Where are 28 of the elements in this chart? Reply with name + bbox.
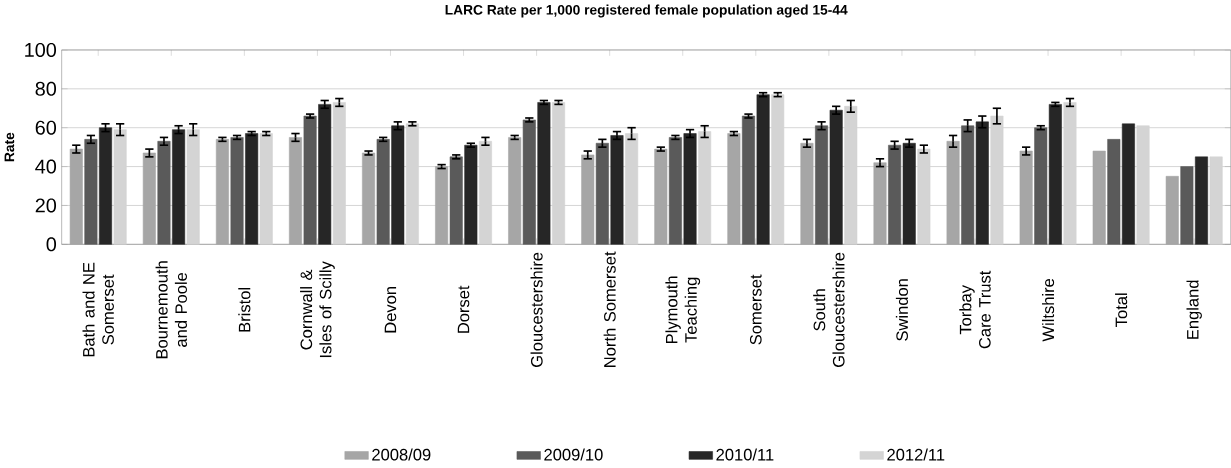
legend-label: 2010/11 bbox=[716, 448, 774, 461]
x-tick-label: Torbay Care Trust bbox=[959, 270, 991, 349]
x-tick-label: South Gloucestershire bbox=[813, 252, 845, 367]
x-tick-label: Wiltshire bbox=[1041, 278, 1055, 342]
legend-label: 2008/09 bbox=[372, 448, 431, 461]
x-tick-label: North Somerset bbox=[603, 251, 616, 367]
y-tick-label: 40 bbox=[35, 159, 57, 174]
x-tick-label: Cornwall & Isles of Scilly bbox=[300, 261, 335, 358]
x-tick-label: Gloucestershire bbox=[530, 252, 543, 367]
y-axis-title: Rate bbox=[4, 132, 15, 162]
legend-label: 2009/10 bbox=[544, 448, 603, 461]
x-tick-label: Devon bbox=[384, 287, 397, 333]
x-tick-label: Bournemouth and Poole bbox=[155, 261, 187, 359]
x-tick-label: England bbox=[1186, 280, 1202, 339]
y-tick-label: 80 bbox=[35, 81, 57, 96]
x-tick-label: Plymouth Teaching bbox=[665, 276, 701, 343]
y-tick-label: 20 bbox=[35, 198, 57, 213]
x-tick-label: Swindon bbox=[895, 279, 908, 341]
x-tick-label: Somerset bbox=[749, 274, 762, 345]
x-tick-label: Bath and NE Somerset bbox=[82, 262, 114, 357]
x-tick-label: Dorset bbox=[457, 285, 470, 333]
chart-title: LARC Rate per 1,000 registered female population aged 15-44 bbox=[445, 4, 848, 18]
legend-label: 2012/11 bbox=[887, 448, 945, 461]
y-tick-label: 100 bbox=[25, 42, 57, 57]
y-tick-label: 0 bbox=[46, 237, 57, 252]
x-tick-label: Bristol bbox=[238, 288, 251, 332]
x-tick-label: Total bbox=[1115, 293, 1128, 327]
y-tick-label: 60 bbox=[35, 120, 57, 135]
